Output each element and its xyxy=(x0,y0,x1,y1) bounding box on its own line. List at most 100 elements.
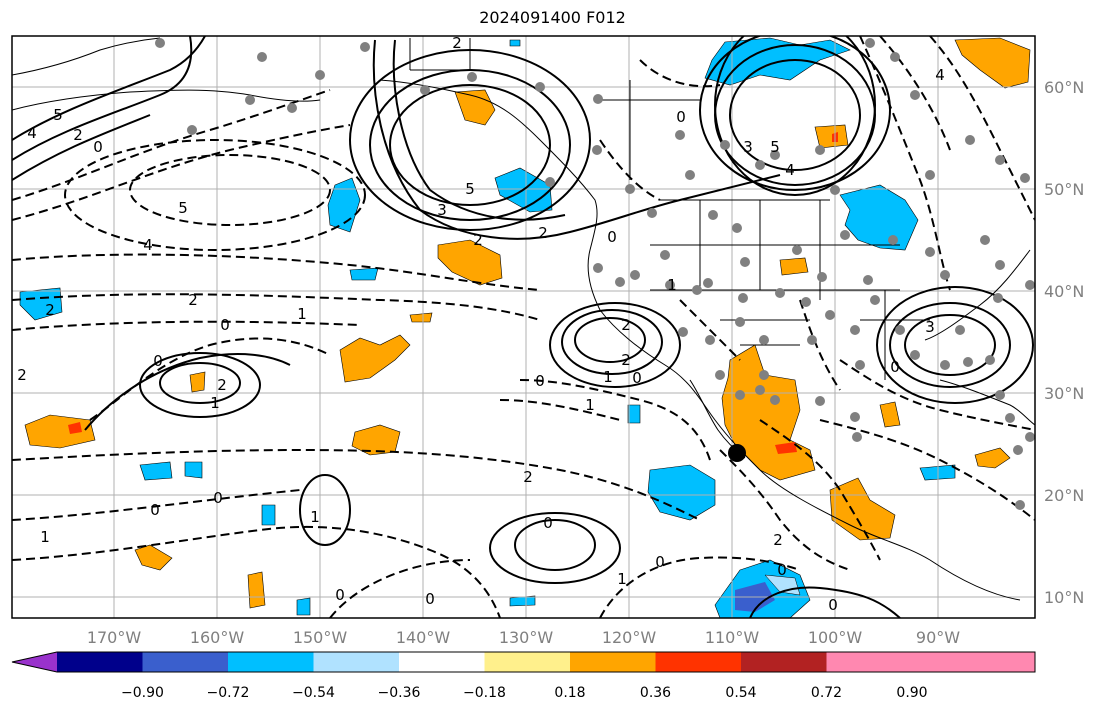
contour-label: 0 xyxy=(213,489,223,507)
contour-label: 0 xyxy=(535,372,545,390)
contour-label: 1 xyxy=(210,394,220,412)
map-area: 2 5 4 2 0 5 4 2 2 0 1 2 0 2 1 0 0 1 1 2 … xyxy=(12,34,1035,618)
lat-axis-labels: 60°N 50°N 40°N 30°N 20°N 10°N xyxy=(1044,78,1084,607)
contour-label: 2 xyxy=(621,351,631,369)
colorbar xyxy=(11,651,1036,673)
contour-label: 0 xyxy=(890,358,900,376)
colorbar-tick-label: −0.72 xyxy=(207,685,250,701)
lon-label: 100°W xyxy=(808,628,863,647)
contour-label: 1 xyxy=(617,570,627,588)
contour-label: 4 xyxy=(143,236,153,254)
shade-region xyxy=(139,461,173,481)
shade-region xyxy=(775,442,797,454)
contour-label: 2 xyxy=(45,301,55,319)
colorbar-segment xyxy=(570,652,656,672)
contours-dashed xyxy=(12,36,1035,618)
shade-region xyxy=(509,39,521,47)
shade-region xyxy=(327,177,361,233)
colorbar-segment xyxy=(655,652,741,672)
shade-region xyxy=(814,124,849,149)
lat-label: 40°N xyxy=(1044,282,1084,301)
shade-region xyxy=(829,477,896,541)
gridlines xyxy=(12,36,1035,618)
contours-solid xyxy=(12,36,1034,618)
contour-label: 0 xyxy=(93,138,103,156)
shade-region xyxy=(296,597,311,616)
colorbar-segment xyxy=(142,652,228,672)
colorbar-tick-label: −0.90 xyxy=(121,685,164,701)
shade-region xyxy=(339,334,411,383)
contour-label: 2 xyxy=(188,291,198,309)
contour-label: 0 xyxy=(777,561,787,579)
colorbar-tick-label: 0.36 xyxy=(640,685,671,701)
contour-label: 4 xyxy=(935,66,945,84)
contour-label: 2 xyxy=(217,376,227,394)
lon-label: 110°W xyxy=(705,628,760,647)
contour-label: 1 xyxy=(310,508,320,526)
station-marker-black xyxy=(728,444,746,462)
contour-label: 3 xyxy=(743,138,753,156)
contour-label: 1 xyxy=(40,528,50,546)
colorbar-segment xyxy=(826,652,1035,672)
shading-strong-positive xyxy=(68,132,838,454)
shade-region xyxy=(779,257,809,276)
contour-label: 0 xyxy=(153,352,163,370)
contour-label: 0 xyxy=(220,316,230,334)
lon-label: 90°W xyxy=(916,628,960,647)
contour-label: 2 xyxy=(621,316,631,334)
contour-label: 3 xyxy=(925,318,935,336)
shade-region xyxy=(261,504,276,526)
contour-label: 5 xyxy=(770,138,780,156)
colorbar-tick-label: −0.54 xyxy=(292,685,335,701)
colorbar-tick-label: 0.54 xyxy=(725,685,756,701)
station-dots xyxy=(155,38,1035,510)
colorbar-ticks: −0.90 −0.72 −0.54 −0.36 −0.18 0.18 0.36 … xyxy=(121,685,928,701)
lon-label: 140°W xyxy=(396,628,451,647)
contour-label: 2 xyxy=(17,366,27,384)
contour-label: 0 xyxy=(632,369,642,387)
contour-label: 2 xyxy=(73,126,83,144)
contour-label: 2 xyxy=(538,224,548,242)
colorbar-segment xyxy=(228,652,314,672)
contour-label: 0 xyxy=(676,108,686,126)
colorbar-tick-label: 0.72 xyxy=(811,685,842,701)
shade-region xyxy=(627,404,641,424)
contour-label: 0 xyxy=(655,553,665,571)
contour-label: 0 xyxy=(335,586,345,604)
lon-label: 150°W xyxy=(293,628,348,647)
contour-label: 5 xyxy=(53,106,63,124)
colorbar-segment xyxy=(399,652,485,672)
shade-region xyxy=(349,267,379,281)
contour-label: 0 xyxy=(425,590,435,608)
lon-axis-labels: 170°W 160°W 150°W 140°W 130°W 120°W 110°… xyxy=(87,628,960,647)
contour-label: 1 xyxy=(585,396,595,414)
shade-region xyxy=(454,89,496,126)
map-title: 2024091400 F012 xyxy=(479,8,626,27)
colorbar-outline xyxy=(11,651,1036,673)
contour-label: 5 xyxy=(465,180,475,198)
contour-label: 1 xyxy=(603,368,613,386)
contour-labels: 2 5 4 2 0 5 4 2 2 0 1 2 0 2 1 0 0 1 1 2 … xyxy=(17,34,945,614)
colorbar-tick-label: 0.90 xyxy=(896,685,927,701)
contour-label: 1 xyxy=(297,305,307,323)
lon-label: 170°W xyxy=(87,628,142,647)
contour-label: 1 xyxy=(667,276,677,294)
shade-region xyxy=(134,544,173,571)
shade-region xyxy=(954,37,1031,89)
colorbar-segment xyxy=(12,652,57,672)
lon-label: 130°W xyxy=(499,628,554,647)
contour-label: 2 xyxy=(452,34,462,52)
shade-region xyxy=(184,461,203,479)
colorbar-segment xyxy=(57,652,143,672)
shade-region xyxy=(974,447,1011,469)
colorbar-segment xyxy=(484,652,570,672)
lat-label: 20°N xyxy=(1044,486,1084,505)
shade-region xyxy=(437,239,503,286)
lon-label: 120°W xyxy=(602,628,657,647)
shade-region xyxy=(68,422,82,434)
contour-label: 0 xyxy=(543,514,553,532)
contour-label: 4 xyxy=(27,124,37,142)
lat-label: 60°N xyxy=(1044,78,1084,97)
map-frame xyxy=(11,35,1036,619)
